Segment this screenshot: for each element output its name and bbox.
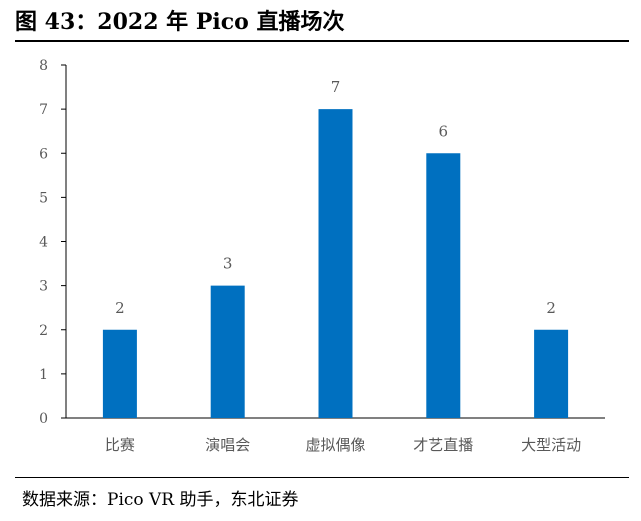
- data-label: 7: [331, 78, 341, 96]
- bar-1: [102, 329, 137, 418]
- category-label: 虚拟偶像: [305, 436, 365, 454]
- bar-4: [426, 153, 461, 418]
- y-tick-label: 0: [39, 411, 48, 427]
- bar-2: [210, 285, 245, 418]
- data-label: 3: [223, 255, 233, 273]
- data-label: 2: [115, 299, 125, 317]
- category-label: 演唱会: [205, 436, 250, 454]
- y-tick-label: 7: [39, 102, 48, 118]
- y-tick-label: 3: [39, 279, 48, 295]
- figure-title: 图 43：2022 年 Pico 直播场次: [15, 9, 345, 35]
- category-label: 才艺直播: [413, 436, 473, 454]
- category-label: 比赛: [105, 436, 135, 454]
- bar-3: [318, 109, 353, 418]
- y-tick-label: 2: [39, 323, 48, 339]
- data-label: 6: [439, 122, 449, 140]
- y-tick-label: 6: [39, 146, 48, 162]
- y-tick-label: 5: [39, 190, 48, 206]
- bar-chart: 0 1 2 3 4 5 6 7 8 2 比赛 3 演唱会 7 虚拟偶像 6 才艺直播 2 大型活动: [39, 58, 605, 454]
- data-label: 2: [546, 299, 556, 317]
- y-tick-label: 8: [39, 58, 48, 74]
- bar-5: [534, 329, 569, 418]
- source-divider: [15, 477, 629, 478]
- source-note: 数据来源：Pico VR 助手，东北证券: [22, 490, 299, 510]
- title-divider: [15, 40, 629, 42]
- y-tick-label: 1: [39, 367, 48, 383]
- y-tick-label: 4: [39, 235, 48, 251]
- category-label: 大型活动: [521, 436, 581, 454]
